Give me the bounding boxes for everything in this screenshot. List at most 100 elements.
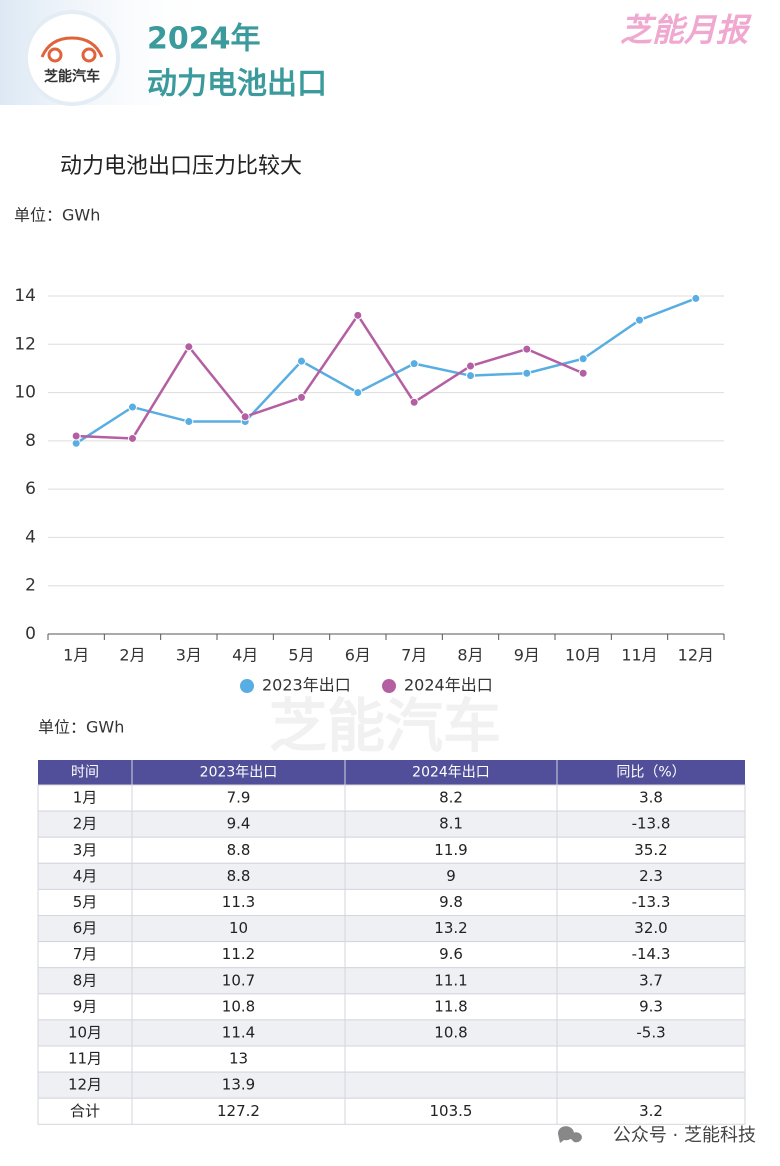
point <box>578 368 588 378</box>
logo-text: 芝能汽车 <box>44 68 100 85</box>
table-cell: 12月 <box>68 1076 102 1094</box>
table-cell: 32.0 <box>634 919 667 937</box>
table-cell: 10.8 <box>434 1023 467 1041</box>
table-row <box>37 862 746 890</box>
footer: 公众号 · 芝能科技 <box>613 1125 756 1146</box>
legend-swatch <box>240 679 254 693</box>
point <box>184 417 194 427</box>
table-cell: 9.3 <box>639 997 663 1015</box>
point <box>409 397 419 407</box>
table-header-cell: 时间 <box>71 765 99 781</box>
series-line <box>75 297 697 445</box>
table-cell: 2.3 <box>639 867 663 885</box>
table-cell: 9.4 <box>227 815 251 833</box>
x-tick-label: 8月 <box>457 646 483 665</box>
table-row <box>37 993 746 1021</box>
table-cell: 8.2 <box>439 789 463 807</box>
chart-title: 动力电池出口压力比较大 <box>60 154 302 179</box>
table-cell: -13.3 <box>632 893 671 911</box>
x-tick-label: 1月 <box>63 646 89 665</box>
point <box>635 315 644 325</box>
table-row <box>37 836 746 864</box>
y-tick-label: 10 <box>14 383 36 403</box>
legend-swatch <box>382 679 396 693</box>
x-tick-label: 3月 <box>176 646 202 665</box>
table-cell: 13.9 <box>222 1076 255 1094</box>
table-cell: 3.2 <box>639 1102 663 1120</box>
table-cell: 11.8 <box>434 997 467 1015</box>
table-cell: 9 <box>446 867 456 885</box>
point <box>184 342 194 352</box>
x-tick-label: 4月 <box>232 646 258 665</box>
table-cell: 11月 <box>68 1050 102 1068</box>
point <box>409 359 419 369</box>
point <box>71 431 81 441</box>
point <box>466 361 475 371</box>
x-tick-label: 7月 <box>401 646 427 665</box>
y-tick-label: 2 <box>25 576 36 596</box>
table-header-cell: 同比（%） <box>616 765 685 781</box>
table-cell: 10 <box>229 919 248 937</box>
table-cell: 8月 <box>73 971 98 989</box>
table-cell: 11.2 <box>222 945 255 963</box>
table-cell: 3.7 <box>639 971 663 989</box>
header-year: 2024年 <box>147 22 261 57</box>
table-cell: 8.8 <box>227 841 251 859</box>
table-cell: 3.8 <box>639 789 663 807</box>
logo-wheel <box>81 47 97 63</box>
legend-label: 2023年出口 <box>262 676 351 695</box>
table-cell: -13.8 <box>632 815 671 833</box>
wechat-icon <box>557 1126 582 1143</box>
y-tick-label: 6 <box>25 479 36 499</box>
table-cell: 1月 <box>73 789 98 807</box>
table-cell: -5.3 <box>636 1023 665 1041</box>
table: 时间 2023年出口 2024年出口 同比（%） 1月 7.9 8.2 3.8 2月 9.4 8.1… <box>37 760 746 1125</box>
table-row <box>37 1045 746 1073</box>
table-header-cell: 2024年出口 <box>412 765 490 781</box>
table-cell: 7月 <box>73 945 98 963</box>
table-cell: 9.8 <box>439 893 463 911</box>
table-cell: 2月 <box>73 815 98 833</box>
logo-car <box>40 36 104 58</box>
table-cell: 8.1 <box>439 815 463 833</box>
watermark: 芝能汽车 <box>269 692 501 760</box>
table-cell: 8.8 <box>227 867 251 885</box>
x-tick-label: 9月 <box>514 646 540 665</box>
y-tick-label: 14 <box>14 286 36 306</box>
table-cell: 35.2 <box>634 841 667 859</box>
point <box>128 402 137 412</box>
table-unit: 单位：GWh <box>38 718 124 737</box>
table-cell: 10.8 <box>222 997 255 1015</box>
table-row <box>37 915 746 943</box>
point <box>297 392 306 402</box>
table-cell: 11.4 <box>222 1023 255 1041</box>
x-tick-label: 10月 <box>565 646 601 665</box>
table-row <box>37 967 746 995</box>
table-cell: 103.5 <box>430 1102 473 1120</box>
table-cell: 3月 <box>73 841 98 859</box>
table-cell: 11.9 <box>434 841 467 859</box>
table-cell: 7.9 <box>227 789 251 807</box>
point <box>128 433 137 443</box>
point <box>522 368 532 378</box>
table-row <box>37 941 746 969</box>
table-cell: 合计 <box>70 1102 100 1120</box>
point <box>353 388 363 398</box>
point <box>522 344 532 354</box>
table-cell: 5月 <box>73 893 98 911</box>
y-tick-label: 12 <box>14 334 36 354</box>
legend-label: 2024年出口 <box>404 676 493 695</box>
table-row <box>37 1071 746 1099</box>
table-cell: 13.2 <box>434 919 467 937</box>
x-tick-label: 5月 <box>288 646 314 665</box>
point <box>297 356 306 366</box>
brand: 芝能月报 <box>620 11 752 49</box>
table-cell: -14.3 <box>632 945 671 963</box>
table-row <box>37 1019 746 1047</box>
table-cell: 10.7 <box>222 971 255 989</box>
table-cell: 9月 <box>73 997 98 1015</box>
logo-circle <box>24 10 120 106</box>
table-cell: 13 <box>229 1050 248 1068</box>
table-cell: 127.2 <box>217 1102 260 1120</box>
